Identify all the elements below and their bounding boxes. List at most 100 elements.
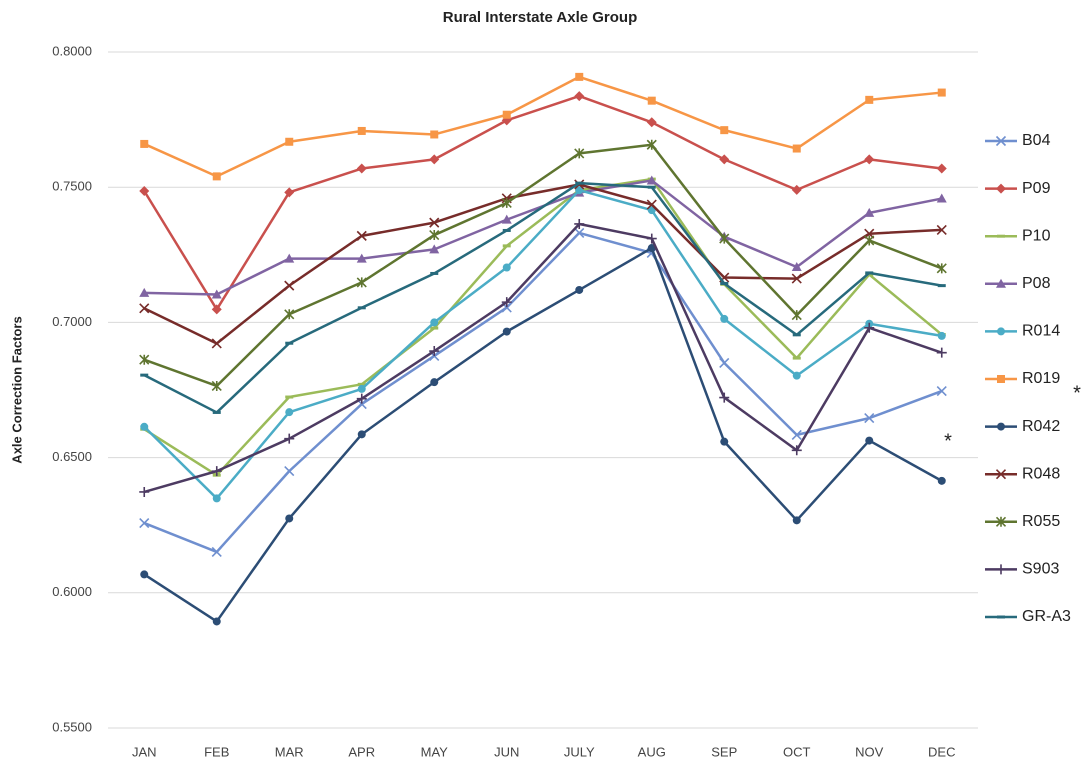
line (143, 246, 943, 623)
point (211, 466, 222, 477)
legend-item: S903 (985, 561, 1059, 578)
point (429, 229, 440, 241)
legend-item: B04 (985, 132, 1051, 149)
point (647, 244, 656, 253)
point (864, 207, 875, 217)
point (575, 72, 584, 81)
point (937, 88, 946, 97)
line (143, 181, 942, 414)
point (574, 227, 585, 238)
point (501, 297, 512, 308)
y-tick-label: 0.8000 (52, 43, 92, 58)
point (720, 437, 729, 446)
point (792, 516, 801, 525)
point (647, 96, 656, 105)
legend-item: R055 (985, 513, 1060, 530)
point (574, 148, 585, 159)
point (997, 422, 1005, 431)
point (139, 486, 150, 497)
point (936, 163, 947, 174)
point (502, 327, 511, 336)
point (429, 154, 440, 165)
y-tick-label: 0.7000 (52, 314, 92, 329)
point (996, 183, 1006, 194)
legend-label: R042 (1022, 418, 1060, 435)
point (357, 126, 366, 135)
chart-title: Rural Interstate Axle Group (443, 9, 638, 26)
point (140, 139, 149, 148)
point (646, 117, 657, 128)
x-tick-label: MAR (275, 744, 304, 759)
series (140, 177, 946, 477)
point (139, 354, 150, 365)
point (285, 514, 294, 523)
point (791, 429, 802, 440)
x-tick-label: NOV (855, 744, 884, 759)
point (212, 494, 221, 503)
point (936, 347, 947, 358)
x-tick-label: JAN (132, 744, 157, 759)
point (211, 380, 222, 392)
x-tick-label: JULY (564, 744, 595, 759)
point (429, 217, 440, 228)
point (864, 322, 875, 333)
point (575, 186, 584, 195)
x-tick-label: DEC (928, 744, 955, 759)
point (501, 214, 512, 224)
point (720, 314, 729, 323)
legend-label: R048 (1022, 465, 1060, 482)
point (791, 445, 802, 456)
series (140, 186, 946, 503)
point (865, 436, 874, 445)
point (356, 393, 367, 404)
x-tick-label: MAY (421, 744, 449, 759)
point (430, 318, 439, 327)
point (646, 199, 657, 210)
point (864, 413, 875, 424)
point (284, 466, 295, 477)
point (995, 469, 1007, 480)
annotation: * (944, 430, 952, 452)
point (791, 184, 802, 195)
point (356, 253, 367, 263)
x-tick-label: FEB (204, 744, 229, 759)
y-tick-label: 0.7500 (52, 179, 92, 194)
line (143, 231, 943, 554)
x-tick-label: JUN (494, 744, 519, 759)
legend-item: GR-A3 (985, 608, 1071, 625)
series (140, 244, 946, 626)
point (357, 430, 366, 439)
point (719, 154, 730, 165)
y-tick-label: 0.5500 (52, 719, 92, 734)
series (139, 91, 947, 315)
point (864, 235, 875, 246)
point (356, 230, 367, 241)
point (646, 233, 657, 244)
point (792, 371, 801, 380)
series (139, 227, 947, 558)
point (937, 331, 946, 340)
point (995, 135, 1007, 147)
point (937, 476, 946, 485)
point (720, 126, 729, 135)
point (996, 564, 1006, 575)
line (144, 179, 942, 296)
legend-label: R019 (1022, 370, 1060, 387)
point (574, 218, 585, 229)
point (140, 570, 149, 579)
point (936, 224, 947, 235)
series (140, 72, 946, 181)
point (936, 193, 947, 203)
x-tick-label: APR (348, 744, 375, 759)
line (143, 143, 943, 388)
legend-label: P08 (1022, 275, 1051, 292)
point (791, 261, 802, 271)
point (284, 187, 295, 198)
line (143, 94, 942, 311)
line (143, 177, 943, 477)
legend-item: P10 (985, 227, 1051, 244)
point (212, 172, 221, 181)
point (285, 137, 294, 146)
point (211, 289, 222, 299)
